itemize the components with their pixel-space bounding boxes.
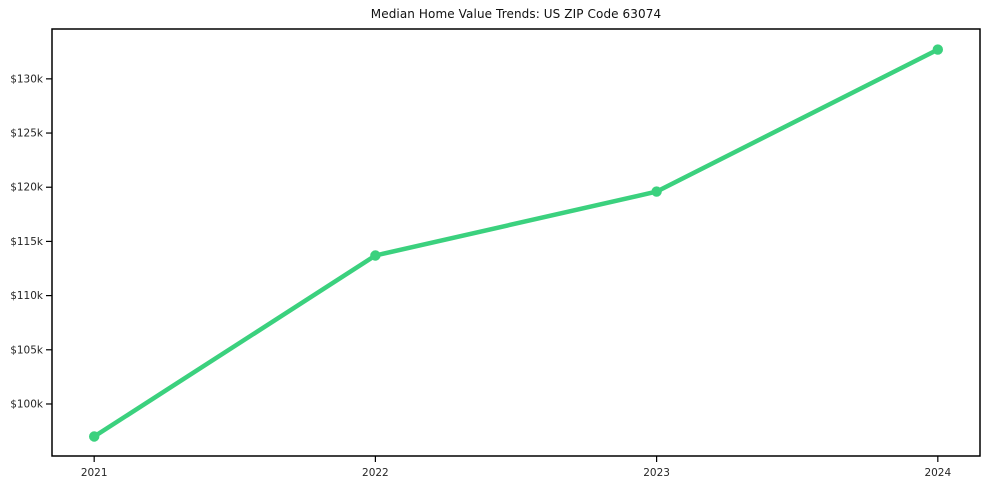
y-tick-label: $105k [10,344,44,356]
x-tick-label: 2024 [924,467,951,479]
y-tick-label: $130k [10,73,44,85]
x-tick-label: 2021 [81,467,108,479]
data-point-marker [89,431,100,442]
series-line [91,47,941,439]
x-tick-label: 2023 [643,467,670,479]
data-point-marker [651,186,662,197]
chart-title: Median Home Value Trends: US ZIP Code 63… [370,7,662,21]
y-tick-label: $110k [10,290,44,302]
y-tick-label: $115k [10,236,44,248]
plot-frame [51,28,981,457]
y-tick-label: $100k [10,398,44,410]
x-tick-label: 2022 [362,467,389,479]
data-point-marker [932,44,943,55]
y-tick-label: $120k [10,182,44,194]
y-tick-label: $125k [10,128,44,140]
data-point-marker [370,250,381,261]
